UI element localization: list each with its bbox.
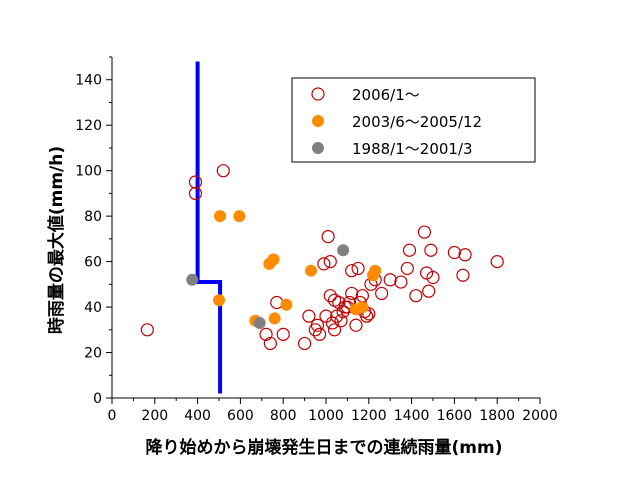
series-2 bbox=[213, 210, 382, 327]
data-point bbox=[310, 318, 325, 332]
x-tick-label: 400 bbox=[184, 408, 211, 424]
x-tick-label: 1600 bbox=[437, 408, 473, 424]
data-point bbox=[426, 270, 440, 285]
data-point bbox=[355, 289, 369, 303]
x-tick-label: 800 bbox=[270, 408, 297, 424]
data-point bbox=[263, 336, 277, 351]
x-tick-label: 1200 bbox=[351, 408, 387, 424]
x-tick-label: 1000 bbox=[308, 408, 344, 424]
x-tick-label: 1400 bbox=[394, 408, 430, 424]
data-point bbox=[321, 229, 335, 244]
series-1 bbox=[140, 164, 504, 351]
legend-box bbox=[291, 77, 536, 163]
boundary-line-group bbox=[195, 61, 223, 394]
data-points bbox=[140, 164, 504, 351]
x-tick-label: 200 bbox=[141, 408, 168, 424]
axes: 0 200 400 600 800 1000 1200 1400 1600 1800 2000 0 20… bbox=[75, 56, 558, 424]
legend-marker bbox=[312, 115, 324, 127]
x-tick-label: 0 bbox=[108, 408, 117, 424]
data-point bbox=[424, 243, 438, 257]
legend-label: 1988/1〜2001/3 bbox=[352, 140, 473, 158]
data-point bbox=[456, 268, 470, 282]
data-point bbox=[302, 309, 316, 323]
data-point bbox=[400, 261, 414, 276]
data-point bbox=[216, 164, 230, 178]
data-point bbox=[188, 175, 203, 189]
data-point bbox=[280, 298, 293, 311]
data-point bbox=[188, 186, 203, 200]
data-point bbox=[369, 264, 382, 277]
data-point bbox=[402, 243, 417, 257]
y-tick-label: 0 bbox=[93, 391, 102, 407]
y-tick-label: 20 bbox=[84, 346, 102, 362]
data-point bbox=[349, 318, 363, 332]
x-axis-title: 降り始めから崩壊発生日までの連続雨量(mm) bbox=[146, 437, 503, 458]
x-tick-label: 1800 bbox=[479, 408, 515, 424]
data-point bbox=[213, 294, 225, 307]
series-3 bbox=[186, 244, 350, 329]
data-point bbox=[490, 255, 504, 269]
data-point bbox=[312, 327, 327, 341]
data-point bbox=[375, 286, 389, 301]
data-point bbox=[233, 210, 246, 223]
data-point bbox=[276, 327, 290, 341]
data-point bbox=[268, 312, 281, 325]
data-point bbox=[447, 245, 461, 260]
threshold-line bbox=[195, 61, 223, 394]
data-point bbox=[334, 314, 348, 328]
data-point bbox=[337, 244, 350, 257]
legend-marker bbox=[311, 87, 325, 101]
y-tick-label: 120 bbox=[75, 118, 102, 134]
data-point bbox=[317, 257, 331, 271]
data-point bbox=[345, 264, 359, 278]
data-point bbox=[417, 225, 432, 239]
data-point bbox=[298, 336, 312, 351]
data-point bbox=[253, 316, 266, 329]
data-point bbox=[356, 301, 369, 314]
data-point bbox=[351, 261, 365, 276]
data-point bbox=[305, 264, 318, 277]
data-point bbox=[342, 295, 357, 310]
data-point bbox=[267, 253, 280, 266]
data-point bbox=[214, 210, 227, 223]
data-point bbox=[259, 327, 273, 341]
y-tick-label: 40 bbox=[84, 300, 102, 316]
legend: 2006/1〜 2003/6〜2005/12 1988/1〜2001/3 bbox=[291, 77, 536, 163]
data-point bbox=[323, 255, 337, 269]
data-point bbox=[458, 248, 472, 262]
legend-label: 2003/6〜2005/12 bbox=[352, 113, 482, 131]
legend-marker bbox=[312, 142, 324, 154]
data-point bbox=[327, 323, 342, 337]
y-axis-title: 時雨量の最大値(mm/h) bbox=[46, 146, 67, 334]
data-point bbox=[323, 289, 337, 303]
x-tick-label: 2000 bbox=[522, 408, 558, 424]
data-point bbox=[186, 273, 199, 286]
data-point bbox=[345, 286, 359, 301]
data-point bbox=[383, 273, 397, 287]
y-tick-label: 140 bbox=[75, 73, 102, 89]
data-point bbox=[394, 275, 408, 289]
y-tick-label: 100 bbox=[75, 164, 102, 180]
data-point bbox=[422, 284, 436, 298]
y-tick-label: 80 bbox=[84, 209, 102, 225]
data-point bbox=[325, 316, 340, 330]
data-point bbox=[140, 323, 154, 337]
legend-label: 2006/1〜 bbox=[352, 86, 420, 104]
y-tick-label: 60 bbox=[84, 255, 102, 271]
data-point bbox=[409, 289, 423, 303]
x-tick-label: 600 bbox=[227, 408, 254, 424]
data-point bbox=[362, 307, 376, 321]
